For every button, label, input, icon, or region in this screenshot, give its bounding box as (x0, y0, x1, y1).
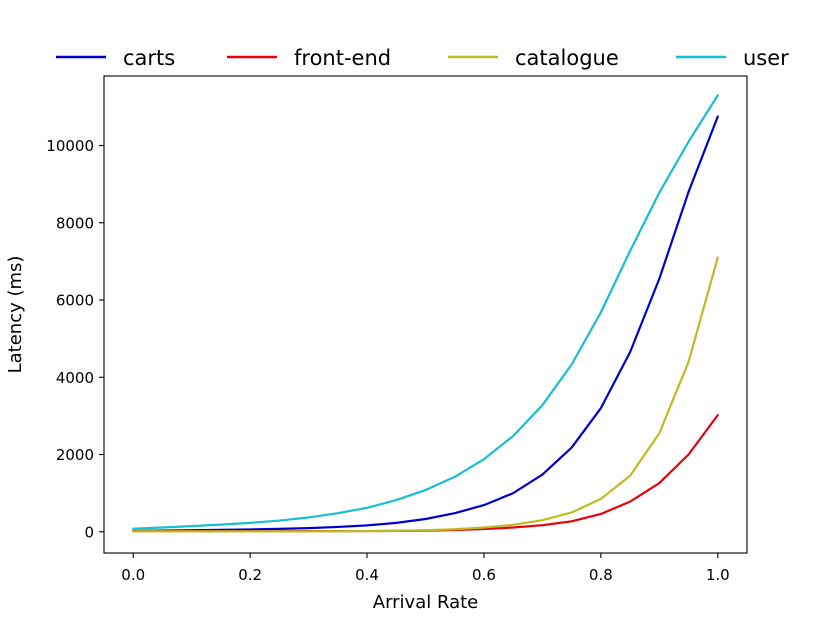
legend-item-user: user (676, 46, 789, 70)
y-tick-label: 4000 (56, 369, 94, 387)
x-tick-label: 0.6 (472, 566, 496, 584)
legend-item-carts: carts (56, 46, 175, 70)
x-tick-label: 0.2 (238, 566, 262, 584)
y-axis: 0 2000 4000 6000 8000 10000 (46, 137, 104, 541)
y-tick-label: 8000 (56, 214, 94, 232)
series-line-catalogue (132, 256, 719, 533)
y-tick-label: 2000 (56, 446, 94, 464)
legend-label: carts (123, 46, 175, 70)
y-tick-label: 0 (84, 523, 94, 541)
x-tick-label: 1.0 (706, 566, 730, 584)
legend-item-front-end: front-end (227, 46, 391, 70)
x-tick-label: 0.0 (121, 566, 145, 584)
x-axis-label: Arrival Rate (373, 592, 478, 613)
legend-label: user (743, 46, 789, 70)
series-layer (132, 94, 719, 533)
series-line-carts (132, 115, 719, 533)
legend-item-catalogue: catalogue (448, 46, 619, 70)
x-axis: 0.0 0.2 0.4 0.6 0.8 1.0 (121, 553, 730, 584)
series-line-user (132, 94, 719, 530)
x-tick-label: 0.4 (355, 566, 379, 584)
series-line-front-end (132, 414, 719, 533)
x-tick-label: 0.8 (589, 566, 613, 584)
y-tick-label: 10000 (46, 137, 94, 155)
legend-label: front-end (294, 46, 391, 70)
y-tick-label: 6000 (56, 292, 94, 310)
legend: carts front-end catalogue user (56, 46, 789, 70)
legend-label: catalogue (515, 46, 619, 70)
y-axis-label: Latency (ms) (5, 256, 26, 374)
plot-area (103, 75, 748, 554)
